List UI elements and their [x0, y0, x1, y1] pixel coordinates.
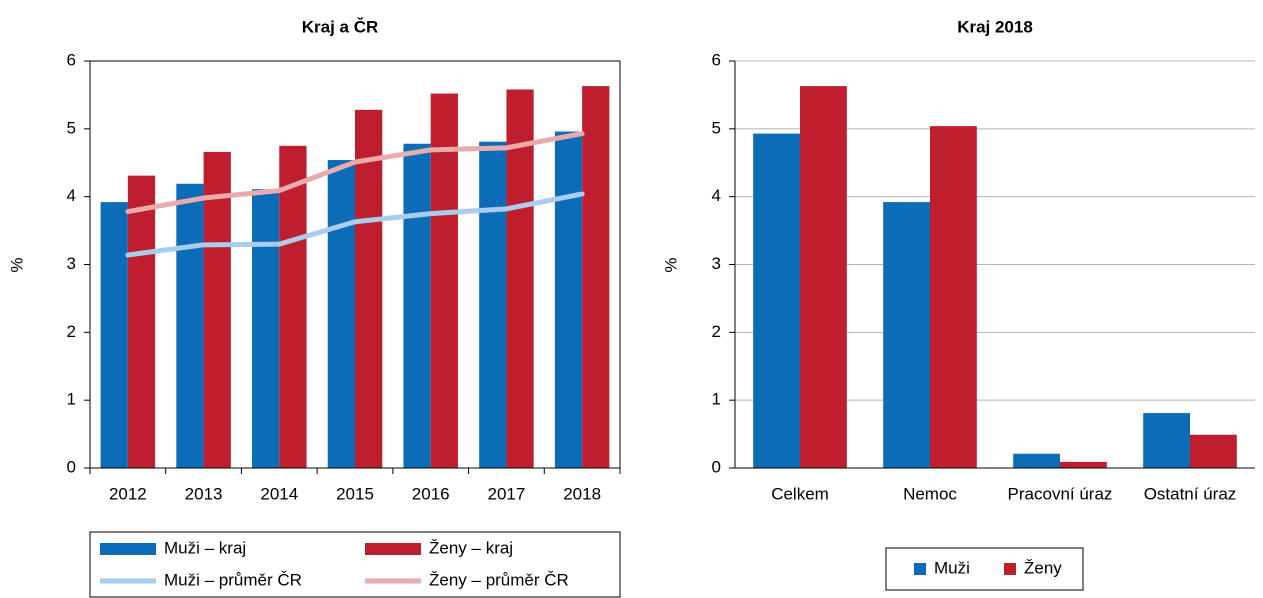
bar [506, 89, 534, 469]
y-tick-label: 6 [712, 50, 721, 69]
bar [327, 160, 355, 468]
bar [1013, 453, 1060, 468]
x-tick-label: Pracovní úraz [1008, 484, 1113, 503]
chart-title: Kraj a ČR [302, 17, 379, 36]
x-tick-label: 2013 [185, 484, 223, 503]
bar [883, 202, 930, 469]
plot-frame [89, 60, 621, 469]
legend-symbol [365, 543, 421, 555]
bar [127, 175, 156, 468]
y-axis-label: % [661, 257, 680, 272]
bar [203, 151, 231, 468]
legend-box [89, 531, 621, 598]
y-tick-label: 4 [67, 186, 76, 205]
bar [930, 126, 977, 469]
x-tick-label: 2012 [109, 484, 147, 503]
bar [176, 183, 204, 469]
x-tick-label: 2015 [336, 484, 374, 503]
legend-label: Muži – kraj [164, 538, 246, 557]
legend-symbol [914, 563, 926, 575]
legend-label: Ženy – kraj [429, 538, 513, 557]
line-series [125, 131, 585, 215]
y-tick-label: 5 [712, 118, 721, 137]
x-tick-label: 2017 [488, 484, 526, 503]
x-tick-label: Ostatní úraz [1144, 484, 1237, 503]
y-tick-label: 0 [67, 457, 76, 476]
legend-label: Muži [934, 558, 970, 577]
y-tick-label: 0 [712, 457, 721, 476]
chart-title: Kraj 2018 [957, 17, 1033, 36]
bar [753, 133, 800, 468]
y-axis-label: % [7, 257, 26, 272]
y-tick-label: 1 [712, 390, 721, 409]
bar [1060, 461, 1107, 468]
legend-label: Ženy [1024, 558, 1062, 577]
bar [1190, 434, 1237, 468]
y-tick-label: 6 [67, 50, 76, 69]
x-tick-label: 2016 [412, 484, 450, 503]
bar [279, 145, 307, 468]
bar [252, 189, 280, 468]
y-tick-label: 1 [67, 390, 76, 409]
x-tick-label: 2014 [260, 484, 298, 503]
bar [554, 131, 583, 468]
bar [403, 143, 431, 469]
bar [479, 141, 507, 468]
bar [800, 86, 847, 469]
y-tick-label: 4 [712, 186, 721, 205]
x-tick-label: Nemoc [903, 484, 957, 503]
y-tick-label: 2 [67, 322, 76, 341]
bar [355, 109, 383, 468]
legend-label: Ženy – průměr ČR [429, 570, 569, 589]
bar [1143, 413, 1190, 468]
y-tick-label: 3 [67, 254, 76, 273]
y-tick-label: 3 [712, 254, 721, 273]
bar [430, 93, 458, 468]
legend-label: Muži – průměr ČR [164, 570, 302, 589]
y-tick-label: 2 [712, 322, 721, 341]
y-tick-label: 5 [67, 118, 76, 137]
x-tick-label: Celkem [771, 484, 829, 503]
legend-symbol [100, 543, 156, 555]
bar [100, 202, 128, 469]
legend-symbol [1004, 563, 1016, 575]
line-series [125, 191, 585, 258]
bar [582, 86, 610, 469]
x-tick-label: 2018 [563, 484, 601, 503]
